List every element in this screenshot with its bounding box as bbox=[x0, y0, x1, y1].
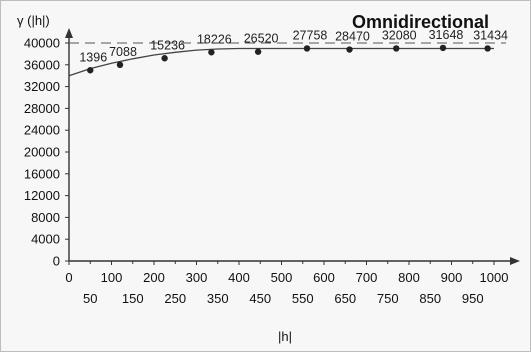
x-tick-label: 800 bbox=[398, 270, 420, 285]
x-tick-label: 400 bbox=[228, 270, 250, 285]
data-point bbox=[161, 55, 168, 62]
x-tick-label-minor: 350 bbox=[207, 291, 229, 306]
y-tick-label: 28000 bbox=[24, 101, 60, 116]
y-tick-label: 36000 bbox=[24, 57, 60, 72]
point-pair-count-label: 7088 bbox=[109, 45, 137, 59]
y-tick-label: 20000 bbox=[24, 145, 60, 160]
data-point bbox=[303, 45, 311, 52]
x-tick-label-minor: 150 bbox=[122, 291, 144, 306]
y-tick-label: 32000 bbox=[24, 79, 60, 94]
data-point bbox=[439, 44, 447, 52]
point-pair-count-label: 26520 bbox=[244, 32, 279, 46]
data-point bbox=[254, 48, 262, 55]
x-tick-label-minor: 250 bbox=[164, 291, 186, 306]
point-pair-count-label: 28470 bbox=[335, 30, 370, 44]
point-pair-count-label: 32080 bbox=[382, 28, 417, 42]
x-tick-label-minor: 450 bbox=[249, 291, 271, 306]
x-tick-label-minor: 850 bbox=[419, 291, 441, 306]
x-tick-label-minor: 650 bbox=[334, 291, 356, 306]
y-tick-label: 4000 bbox=[31, 232, 60, 247]
x-tick-label-minor: 550 bbox=[292, 291, 314, 306]
x-tick-label: 200 bbox=[143, 270, 165, 285]
y-axis-arrow bbox=[65, 28, 73, 38]
x-tick-label: 1000 bbox=[480, 270, 509, 285]
x-tick-label-minor: 950 bbox=[462, 291, 484, 306]
y-tick-label: 8000 bbox=[31, 210, 60, 225]
y-axis-label: γ (|h|) bbox=[17, 13, 50, 28]
x-tick-label: 900 bbox=[441, 270, 463, 285]
x-tick-label: 600 bbox=[313, 270, 335, 285]
data-point bbox=[87, 67, 94, 74]
data-point bbox=[346, 46, 353, 53]
x-tick-label-minor: 50 bbox=[83, 291, 97, 306]
x-tick-label-minor: 750 bbox=[377, 291, 399, 306]
model-curve bbox=[68, 47, 494, 77]
points-layer: 1396 7088 15236 18226 26520 27758 28470 32080 31… bbox=[79, 28, 508, 74]
x-tick-label: 500 bbox=[271, 270, 293, 285]
point-pair-count-label: 15236 bbox=[150, 38, 185, 52]
x-axis-label: |h| bbox=[278, 329, 292, 344]
y-tick-label: 12000 bbox=[24, 188, 60, 203]
x-tick-label: 0 bbox=[65, 270, 72, 285]
y-tick-label: 40000 bbox=[24, 36, 60, 51]
point-pair-count-label: 18226 bbox=[197, 32, 232, 46]
point-pair-count-label: 27758 bbox=[293, 28, 328, 42]
point-pair-count-label: 1396 bbox=[79, 50, 107, 64]
data-point bbox=[116, 61, 124, 68]
data-point bbox=[393, 45, 400, 52]
point-pair-count-label: 31434 bbox=[473, 28, 508, 42]
y-tick-label: 0 bbox=[53, 254, 60, 269]
data-point bbox=[208, 49, 215, 56]
x-tick-label: 300 bbox=[186, 270, 208, 285]
x-tick-label: 700 bbox=[356, 270, 378, 285]
y-tick-label: 24000 bbox=[24, 123, 60, 138]
y-tick-label: 16000 bbox=[24, 166, 60, 181]
axes-layer: 0400080001200016000200002400028000320003… bbox=[24, 28, 520, 306]
x-tick-label: 100 bbox=[101, 270, 123, 285]
point-pair-count-label: 31648 bbox=[429, 28, 464, 42]
data-point bbox=[484, 45, 491, 52]
x-axis-arrow bbox=[510, 257, 520, 265]
chart-title: Omnidirectional bbox=[352, 12, 489, 32]
